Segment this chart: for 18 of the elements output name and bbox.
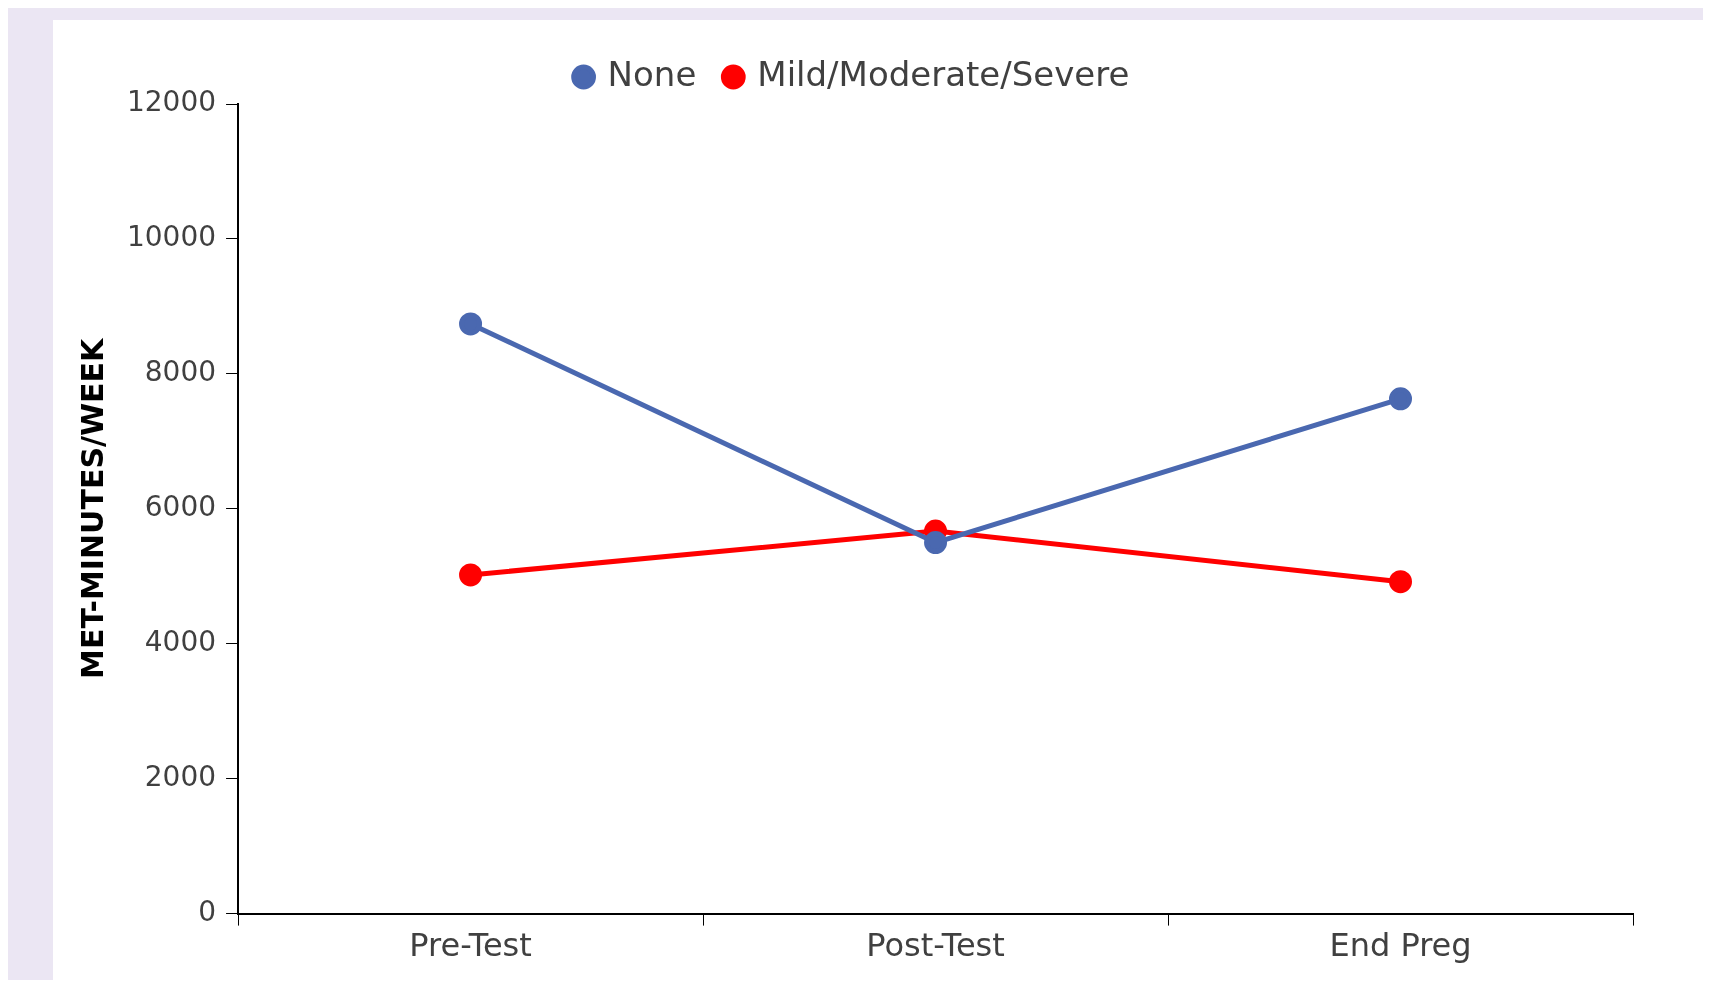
- y-tick-label: 8000: [144, 355, 217, 389]
- legend-label: None: [607, 53, 697, 94]
- point: [924, 531, 948, 555]
- x-tick-label: Pre-Test: [409, 926, 532, 965]
- y-tick-label: 0: [198, 894, 217, 928]
- y-tick-label: 2000: [144, 759, 217, 793]
- y-tick-label: 12000: [126, 85, 217, 119]
- x-tick-label: End Preg: [1329, 926, 1472, 965]
- x-tick-label: Post-Test: [866, 926, 1005, 965]
- y-tick-label: 6000: [144, 490, 217, 524]
- legend-label: Mild/Moderate/Severe: [757, 53, 1130, 94]
- y-tick-label: 4000: [144, 625, 217, 659]
- point: [459, 312, 483, 336]
- point: [1389, 387, 1413, 411]
- point: [1389, 570, 1413, 594]
- y-axis-title: MET-MINUTES/WEEK: [74, 336, 110, 679]
- point: [459, 563, 483, 587]
- y-tick-label: 10000: [126, 220, 217, 254]
